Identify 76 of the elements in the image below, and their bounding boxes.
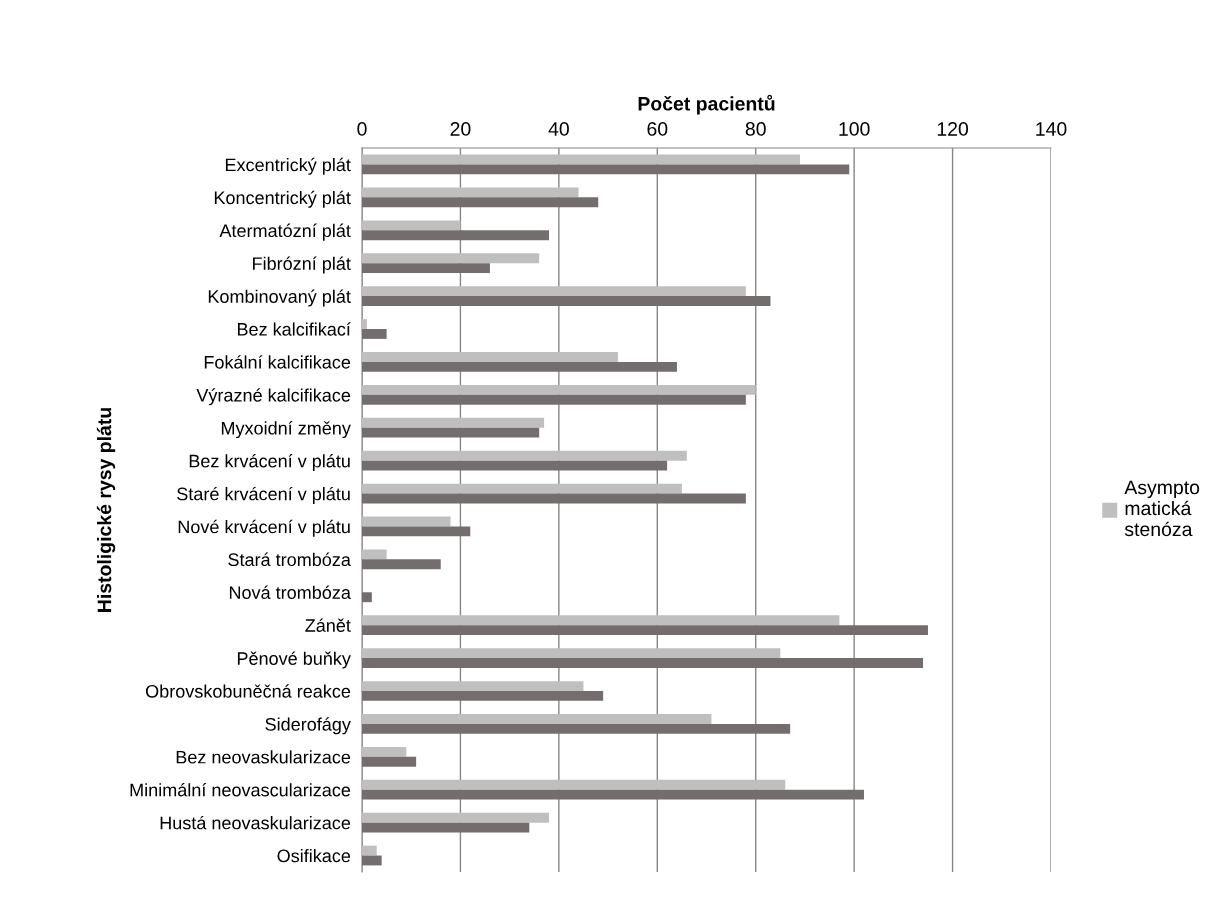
bar (362, 296, 771, 306)
bar (362, 845, 377, 856)
bar (362, 384, 756, 395)
bar (362, 516, 451, 527)
y-tick-label: Bez krvácení v plátu (189, 453, 350, 472)
bar (362, 714, 712, 724)
bar (362, 789, 864, 800)
bar (362, 197, 599, 208)
y-tick-label: Hustá neovaskularizace (160, 815, 351, 830)
y-tick-label: Zánět (305, 618, 351, 632)
bar (362, 230, 550, 241)
bar (362, 549, 387, 560)
x-tick-label: 100 (839, 122, 870, 136)
bar (362, 427, 540, 438)
bar (362, 822, 530, 833)
bar (362, 681, 584, 691)
bar (362, 526, 471, 537)
y-tick-label: Bez neovaskularizace (176, 750, 351, 764)
legend-label: Asympto matická stenóza (1124, 480, 1200, 537)
x-tick-label: 80 (745, 122, 766, 136)
bar (362, 723, 791, 734)
bar (362, 253, 540, 264)
bar (362, 691, 604, 701)
x-tick-label: 120 (937, 122, 969, 136)
y-tick-label: Atermatózní plát (219, 223, 351, 241)
y-tick-label: Obrovskobuněčná reakce (146, 684, 351, 698)
bar (362, 286, 746, 297)
bar (362, 329, 387, 339)
bar (362, 483, 682, 494)
y-tick-label: Osifikace (277, 849, 351, 863)
y-tick-label: Nová trombóza (229, 585, 351, 599)
bar (362, 361, 677, 372)
bar (362, 394, 746, 405)
bar (362, 658, 924, 668)
bar (362, 779, 786, 790)
y-tick-label: Fibrózní plát (253, 256, 351, 274)
y-tick-label: Fokální kalcifikace (204, 355, 351, 369)
bar (362, 592, 372, 603)
x-tick-label: 40 (548, 122, 569, 136)
y-axis-title: Histoligické rysy plátu (96, 408, 116, 612)
y-tick-label: Výrazné kalcifikace (196, 388, 351, 406)
y-tick-label: Bez kalcifikací (237, 322, 351, 336)
x-tick-label: 0 (357, 122, 367, 136)
bar (362, 625, 928, 636)
bar (362, 615, 840, 626)
y-tick-label: Pěnové buňky (237, 651, 351, 669)
x-tick-label: 20 (450, 122, 471, 136)
y-tick-label: Excentrický plát (225, 157, 351, 175)
y-tick-label: Myxoidní změny (221, 421, 351, 439)
bar (362, 450, 687, 461)
bar (362, 154, 801, 165)
bar (362, 319, 367, 329)
bar (362, 263, 490, 274)
bar (362, 855, 382, 866)
x-tick-label: 140 (1036, 122, 1067, 136)
y-tick-label: Minimální neovascularizace (130, 782, 351, 797)
bar (362, 417, 545, 428)
bar (362, 746, 407, 757)
bar (362, 756, 417, 767)
bar (362, 220, 461, 231)
bar (362, 559, 441, 570)
x-axis-title: Počet pacientů (638, 94, 775, 115)
y-tick-label: Stará trombóza (228, 552, 351, 567)
bar (362, 648, 781, 659)
bar (362, 187, 579, 198)
y-tick-label: Koncentrický plát (214, 190, 351, 208)
bar (362, 164, 850, 175)
bar (362, 352, 618, 362)
y-tick-label: Siderofágy (265, 717, 351, 735)
x-tick-label: 60 (647, 122, 668, 136)
y-tick-label: Staré krvácení v plátu (177, 486, 350, 504)
y-tick-label: Nové krvácení v plátu (178, 519, 350, 537)
y-tick-label: Kombinovaný plát (208, 289, 351, 307)
bar (362, 460, 668, 471)
bar (362, 812, 550, 823)
bar (362, 493, 746, 504)
